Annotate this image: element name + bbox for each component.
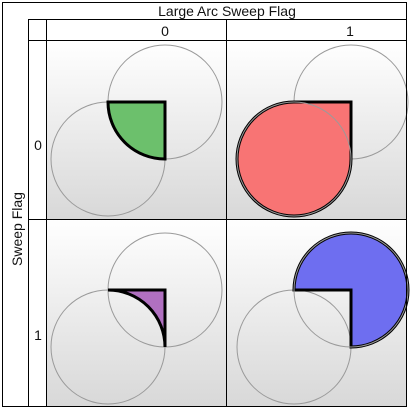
example-cell-1-0 (50, 232, 223, 405)
arc-shape (235, 100, 353, 218)
reference-circle-upper (293, 232, 409, 348)
cell-background-1-0 (47, 219, 226, 406)
col-label-0: 0 (161, 23, 169, 39)
example-cell-0-1 (235, 44, 409, 218)
header-title: Large Arc Sweep Flag (158, 3, 296, 19)
grid-lines (2, 2, 407, 407)
side-title: Sweep Flag (9, 192, 25, 266)
example-cell-1-1 (236, 231, 410, 405)
outer-border (2, 2, 407, 407)
row-label-1: 1 (34, 327, 42, 343)
row-label-0: 0 (34, 137, 42, 153)
col-label-1: 1 (346, 23, 354, 39)
reference-circle-lower (236, 101, 352, 217)
example-cell-0-0 (50, 44, 223, 217)
arc-shape (107, 288, 167, 348)
arc-shape (106, 100, 167, 161)
